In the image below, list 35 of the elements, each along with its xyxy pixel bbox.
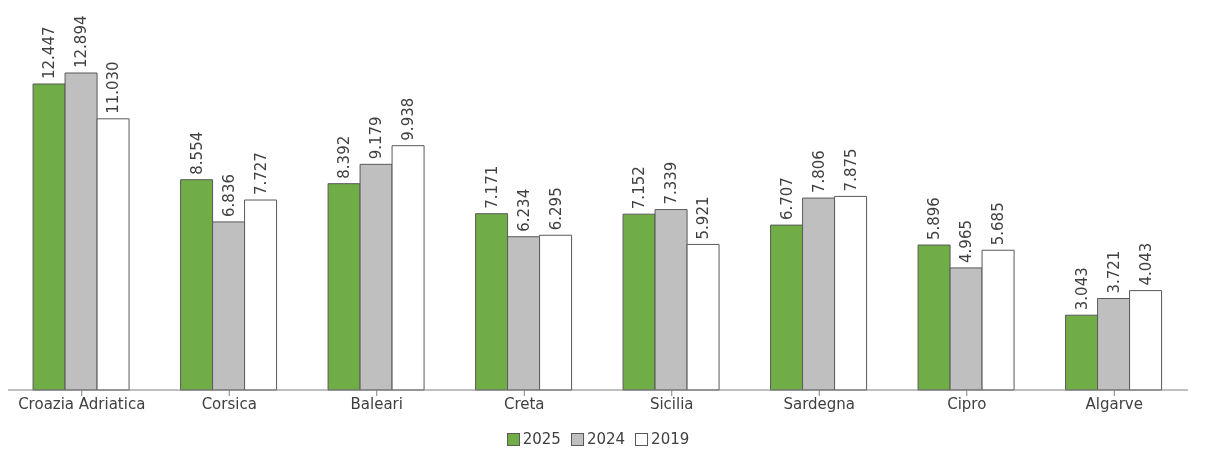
legend-label: 2019 <box>651 430 690 448</box>
x-tick-label: Creta <box>503 394 545 413</box>
data-label: 8.554 <box>187 131 206 175</box>
data-label: 7.339 <box>662 161 681 205</box>
data-label: 8.392 <box>335 135 354 179</box>
data-label: 5.896 <box>925 197 944 241</box>
data-label: 11.030 <box>104 61 123 114</box>
x-tick-label: Cipro <box>947 394 987 413</box>
data-label: 4.965 <box>957 219 976 263</box>
x-tick-label: Croazia Adriatica <box>18 394 146 413</box>
data-label: 9.179 <box>367 116 386 160</box>
data-label: 7.152 <box>630 166 649 210</box>
data-label: 3.721 <box>1104 250 1123 294</box>
legend-label: 2025 <box>522 430 561 448</box>
data-label: 6.836 <box>219 173 238 217</box>
data-label: 4.043 <box>1136 242 1155 286</box>
data-label: 7.727 <box>251 152 270 196</box>
data-label: 12.447 <box>40 26 59 79</box>
x-tick-label: Baleari <box>350 394 403 413</box>
x-tick-label: Algarve <box>1085 394 1143 413</box>
data-label: 5.921 <box>694 196 713 240</box>
x-tick-label: Corsica <box>201 394 257 413</box>
data-label: 7.806 <box>809 150 828 194</box>
data-label: 6.234 <box>514 188 533 232</box>
data-label: 5.685 <box>989 202 1008 246</box>
data-label: 7.875 <box>841 148 860 192</box>
data-label: 3.043 <box>1072 267 1091 311</box>
x-tick-label: Sicilia <box>649 394 694 413</box>
data-label: 6.295 <box>546 187 565 231</box>
data-label: 9.938 <box>399 97 418 141</box>
data-label: 12.894 <box>72 15 91 68</box>
legend-label: 2024 <box>586 430 626 448</box>
x-tick-label: Sardegna <box>783 394 856 413</box>
data-label: 7.171 <box>482 165 501 209</box>
data-label: 6.707 <box>777 177 796 221</box>
